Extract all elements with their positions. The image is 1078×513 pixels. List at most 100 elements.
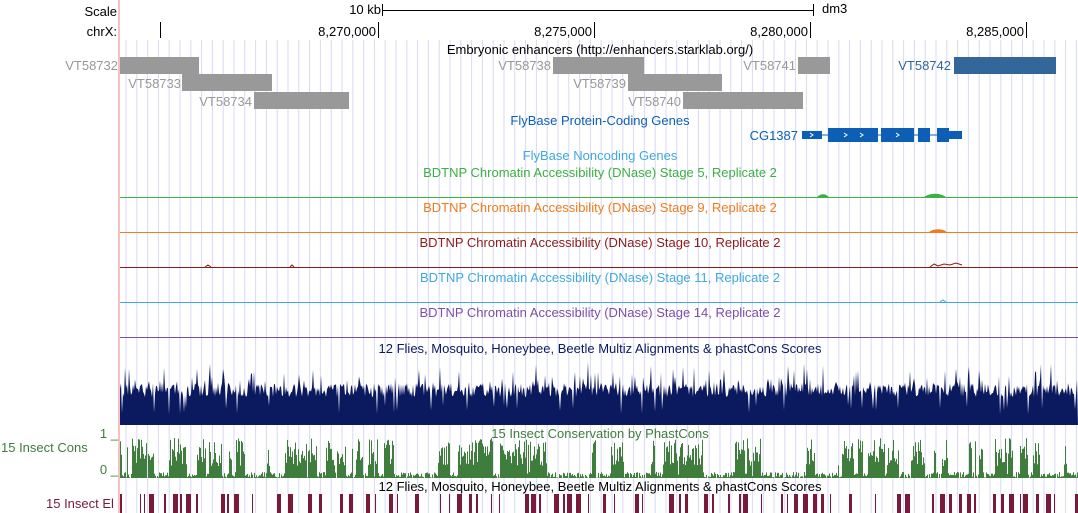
cons-bar: [702, 439, 703, 478]
cons-bar: [463, 455, 464, 478]
cons-bar: [492, 441, 493, 478]
cons-bar: [864, 473, 865, 478]
cons-bar: [619, 447, 620, 478]
cons-bar: [218, 465, 219, 478]
cons-bar: [818, 476, 819, 478]
enhancer-feature[interactable]: [553, 57, 644, 74]
cons-bar: [221, 443, 222, 478]
cons-bar: [400, 476, 401, 478]
cons-bar: [149, 455, 150, 478]
dnase-stage10-title[interactable]: BDTNP Chromatin Accessibility (DNase) St…: [419, 235, 781, 250]
cons-bar: [302, 450, 303, 478]
cons-bar: [807, 447, 808, 478]
ruler-position-4: 8,285,000: [966, 24, 1024, 39]
cons-bar: [892, 450, 893, 478]
enhancer-feature[interactable]: [254, 92, 349, 109]
gene-label[interactable]: CG1387: [749, 128, 798, 143]
element-bar: [397, 494, 398, 513]
cons-bar: [1070, 473, 1071, 478]
cons-bar: [935, 452, 936, 478]
cons-bar: [872, 455, 873, 478]
cons-bar: [676, 453, 677, 478]
cons-bar: [574, 475, 575, 478]
enhancer-feature-selected[interactable]: [954, 57, 1056, 74]
cons-bar: [631, 474, 632, 478]
enhancer-feature[interactable]: [120, 57, 199, 74]
protein-coding-track-title[interactable]: FlyBase Protein-Coding Genes: [510, 113, 690, 128]
cons-bar: [686, 461, 687, 478]
enhancer-label[interactable]: VT58738: [498, 58, 551, 73]
cons-bar: [652, 461, 653, 478]
element-bar: [1046, 494, 1051, 513]
cons-bar: [274, 473, 275, 478]
dnase-stage14-signal[interactable]: [120, 337, 1078, 338]
enhancers-track-title[interactable]: Embryonic enhancers (http://enhancers.st…: [446, 42, 754, 57]
dnase-stage9-title[interactable]: BDTNP Chromatin Accessibility (DNase) St…: [423, 200, 777, 215]
cons-bar: [434, 472, 435, 478]
dnase-stage11-signal[interactable]: [120, 302, 1078, 303]
cons-bar: [657, 476, 658, 478]
enhancer-label[interactable]: VT58734: [199, 94, 252, 109]
elements-bars[interactable]: [120, 494, 1078, 513]
cons-bar: [1002, 462, 1003, 478]
elements-track-title[interactable]: 12 Flies, Mosquito, Honeybee, Beetle Mul…: [378, 479, 822, 494]
cons-bar: [1040, 476, 1041, 478]
cons-wiggle[interactable]: [120, 438, 1078, 478]
dnase-stage5-signal[interactable]: [120, 197, 1078, 198]
element-bar: [149, 494, 154, 513]
cons-bar: [695, 445, 696, 478]
cons-bar: [869, 456, 870, 478]
dnase-stage5-title[interactable]: BDTNP Chromatin Accessibility (DNase) St…: [423, 165, 777, 180]
cons-bar: [211, 465, 212, 478]
cons-bar: [293, 463, 294, 478]
elements-side-label[interactable]: 15 Insect El: [46, 496, 114, 511]
cons-bar: [181, 450, 182, 478]
cons-bar: [594, 441, 595, 478]
cons-bar: [561, 475, 562, 478]
cons-bar: [379, 475, 380, 478]
enhancer-feature[interactable]: [182, 74, 272, 91]
cons-bar: [616, 460, 617, 478]
dnase-stage11-title[interactable]: BDTNP Chromatin Accessibility (DNase) St…: [419, 270, 781, 285]
dnase-stage10-signal[interactable]: [120, 267, 1078, 268]
cons-bar: [513, 451, 514, 478]
enhancer-label[interactable]: VT58740: [628, 94, 681, 109]
enhancer-label[interactable]: VT58732: [65, 58, 118, 73]
noncoding-track-title[interactable]: FlyBase Noncoding Genes: [522, 148, 678, 163]
cons-bar: [916, 451, 917, 478]
dnase-stage14-title[interactable]: BDTNP Chromatin Accessibility (DNase) St…: [419, 305, 781, 320]
cons-bar: [605, 476, 606, 478]
enhancer-label[interactable]: VT58741: [743, 58, 796, 73]
cons-bar: [550, 477, 551, 478]
element-bar: [375, 494, 376, 513]
cons-bar: [944, 460, 945, 478]
enhancer-label[interactable]: VT58739: [573, 76, 626, 91]
cons-bar: [798, 472, 799, 478]
cons-side-label[interactable]: 15 Insect Cons: [1, 440, 88, 455]
cons-bar: [411, 474, 412, 478]
element-bar: [186, 494, 191, 513]
cons-bar: [541, 461, 542, 478]
cons-bar: [208, 473, 209, 478]
dnase-stage9-signal[interactable]: [120, 232, 1078, 233]
enhancer-feature[interactable]: [798, 57, 830, 74]
element-bar: [531, 494, 536, 513]
multiz-track-title[interactable]: 12 Flies, Mosquito, Honeybee, Beetle Mul…: [378, 341, 822, 356]
cons-bar: [212, 463, 213, 478]
cons-track-title[interactable]: 15 Insect Conservation by PhastCons: [491, 426, 709, 441]
element-bar: [813, 494, 817, 513]
cons-bar: [135, 445, 136, 478]
enhancer-feature[interactable]: [683, 92, 803, 109]
gene-model-cg1387[interactable]: [800, 124, 970, 146]
cons-bar: [1018, 472, 1019, 478]
enhancer-feature[interactable]: [628, 74, 722, 91]
cons-bar: [1043, 473, 1044, 478]
element-bar: [234, 494, 239, 513]
cons-bar: [183, 447, 184, 478]
cons-bar: [572, 474, 573, 478]
cons-bar: [172, 449, 173, 478]
multiz-wiggle[interactable]: [120, 355, 1078, 425]
enhancer-label[interactable]: VT58733: [128, 76, 181, 91]
enhancer-label-selected[interactable]: VT58742: [898, 58, 951, 73]
